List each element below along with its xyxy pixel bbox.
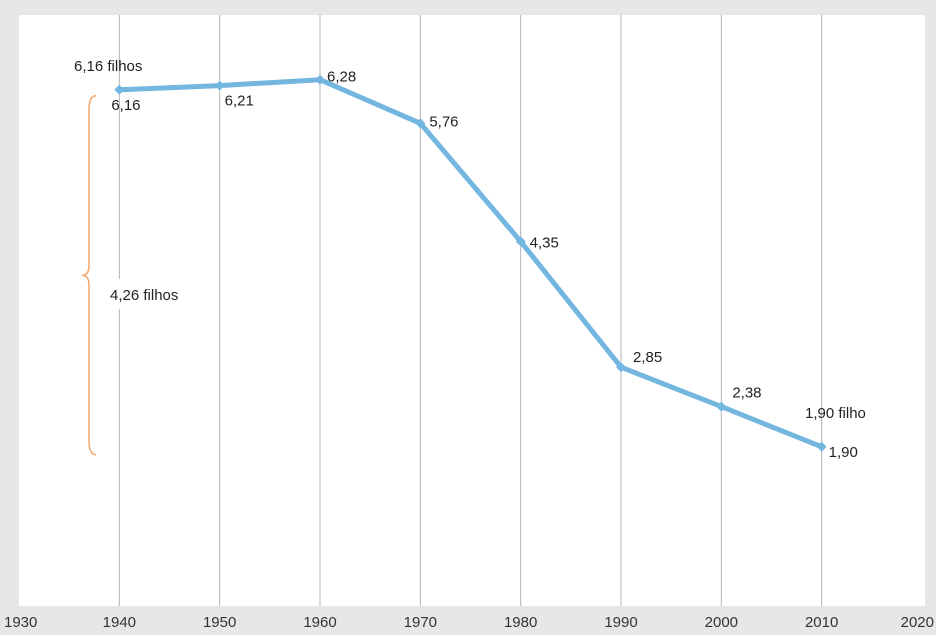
x-tick-label-2000: 2000 xyxy=(705,614,738,630)
data-label-2010: 1,90 xyxy=(829,444,858,461)
data-label-1950: 6,21 xyxy=(225,93,254,110)
annotations: 6,16 filhos 4,26 filhos 1,90 filho xyxy=(74,58,866,422)
data-point-1990 xyxy=(616,362,626,373)
series-line xyxy=(116,77,825,450)
x-tick-label-1960: 1960 xyxy=(303,614,336,630)
data-point-1980 xyxy=(515,236,526,247)
x-tick-label-2010: 2010 xyxy=(805,614,838,630)
x-axis-ticks: 1930 1940 1950 1960 1970 1980 1990 2000 2010 2020 xyxy=(4,614,934,631)
data-point-1940 xyxy=(114,84,125,95)
data-label-1940: 6,16 xyxy=(111,97,140,114)
x-tick-label-1940: 1940 xyxy=(103,614,136,630)
data-labels: 6,16 6,21 6,28 5,76 4,35 2,85 2,38 1,90 xyxy=(111,69,858,461)
x-tick-label-1950: 1950 xyxy=(203,614,236,630)
annotation-4-26-background xyxy=(102,279,200,309)
data-point-1950 xyxy=(214,80,225,91)
series-layer xyxy=(116,77,825,450)
x-tick-label-1980: 1980 xyxy=(504,614,537,630)
data-label-2000: 2,38 xyxy=(732,385,761,402)
data-points xyxy=(114,74,827,452)
grid-lines xyxy=(118,15,823,606)
data-label-1990: 2,85 xyxy=(633,349,662,366)
data-point-1970 xyxy=(415,118,426,129)
annotation-1-90-filho: 1,90 filho xyxy=(805,405,866,422)
annotation-6-16-filhos: 6,16 filhos xyxy=(74,58,142,75)
data-point-2000 xyxy=(716,401,727,412)
data-label-1960: 6,28 xyxy=(327,69,356,86)
plot-background xyxy=(19,15,925,606)
data-point-2010 xyxy=(816,441,827,452)
data-label-1970: 5,76 xyxy=(429,113,458,130)
annotation-4-26-filhos: 4,26 filhos xyxy=(110,287,178,304)
curly-brace xyxy=(81,95,97,456)
data-label-1980: 4,35 xyxy=(530,234,559,251)
x-tick-label-2020: 2020 xyxy=(901,614,934,630)
x-tick-label-1970: 1970 xyxy=(404,614,437,630)
x-tick-label-1930: 1930 xyxy=(4,614,37,630)
x-tick-label-1990: 1990 xyxy=(604,614,637,630)
data-point-1960 xyxy=(315,74,325,85)
brace-annotation xyxy=(81,95,97,456)
